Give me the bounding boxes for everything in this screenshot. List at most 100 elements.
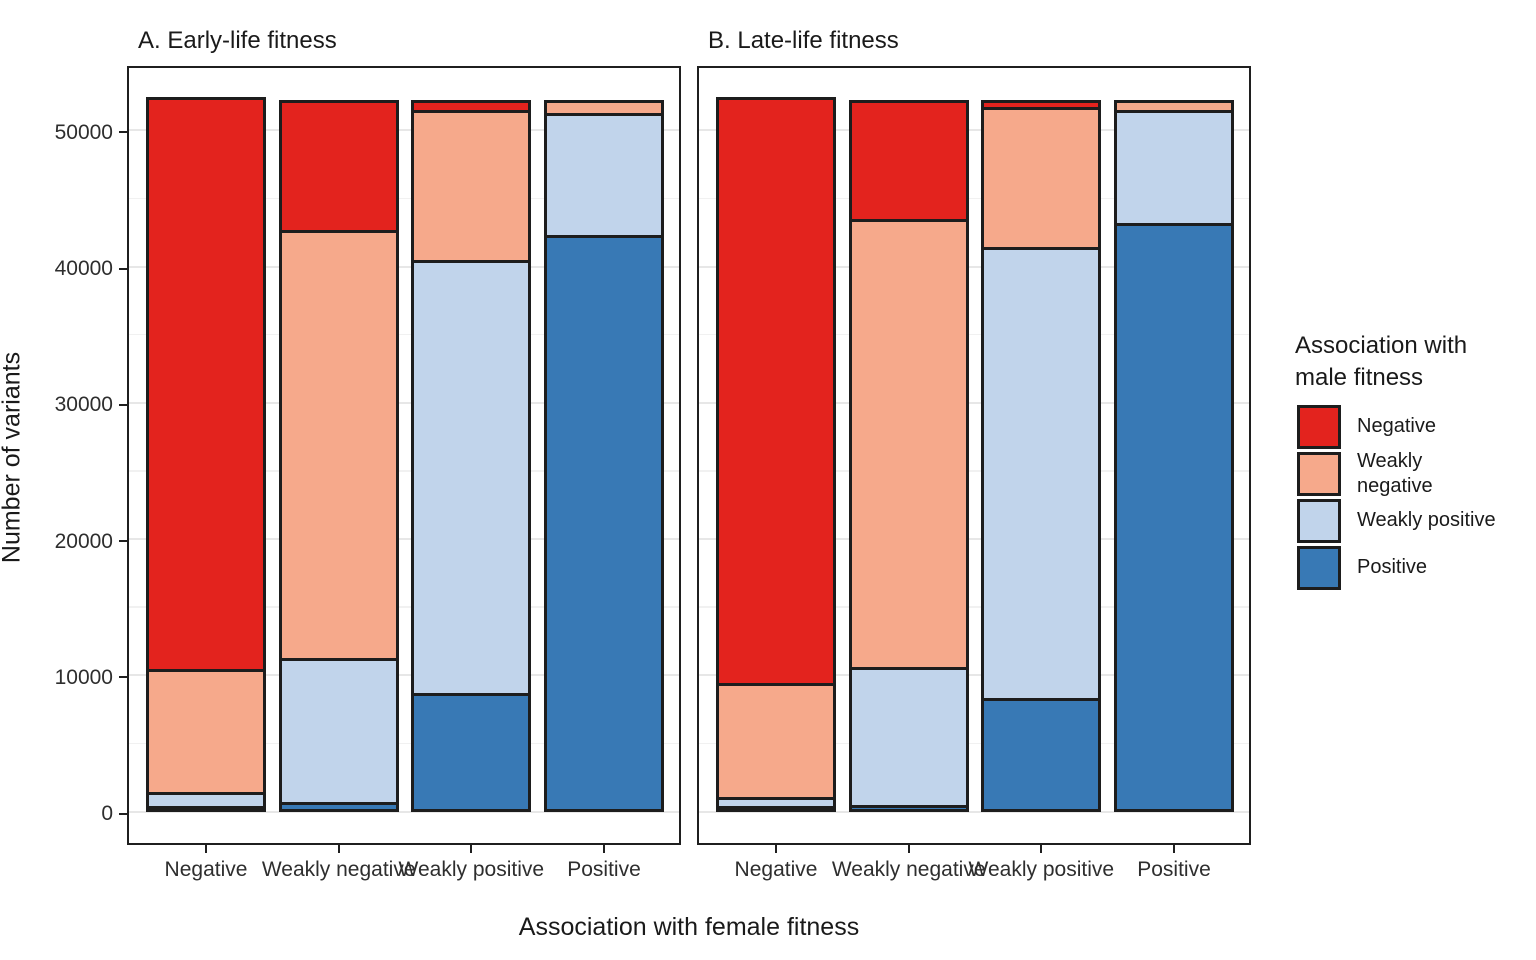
segment-positive: [1114, 222, 1234, 812]
legend-key: [1297, 498, 1341, 543]
segment-weakly-negative: [544, 100, 664, 113]
bar-weakly-positive: [981, 100, 1102, 812]
legend-label: Negative: [1357, 415, 1436, 437]
x-tick-label: Weakly negative: [831, 858, 986, 881]
legend-label: Positive: [1357, 556, 1428, 578]
y-tick-label: 20000: [54, 529, 113, 553]
segment-weakly-positive: [278, 657, 399, 802]
segment-weakly-negative: [981, 107, 1102, 248]
y-tick-mark: [119, 812, 127, 815]
segment-weakly-positive: [716, 796, 836, 806]
x-tick-mark: [205, 845, 207, 853]
segment-negative: [848, 100, 969, 219]
segment-weakly-positive: [1114, 109, 1234, 223]
segment-weakly-negative: [411, 109, 532, 260]
legend-title: Association with male fitness: [1295, 332, 1468, 391]
gridline-major: [129, 538, 679, 541]
segment-weakly-negative: [848, 218, 969, 668]
x-tick-mark: [470, 845, 473, 853]
gridline-minor: [129, 333, 679, 336]
gridline-minor: [129, 606, 679, 608]
x-tick-mark: [603, 845, 605, 853]
segment-positive: [716, 805, 836, 812]
legend-key: [1297, 545, 1341, 590]
x-tick-mark: [775, 845, 777, 853]
bar-negative: [716, 97, 836, 812]
segment-positive: [848, 804, 969, 812]
segment-weakly-negative: [716, 682, 836, 797]
y-tick-label: 50000: [54, 120, 113, 144]
x-tick-label: Negative: [164, 858, 248, 881]
gridline-major: [699, 674, 1249, 677]
x-tick-label: Weakly positive: [398, 858, 545, 881]
segment-positive: [411, 693, 532, 812]
bar-negative: [146, 97, 266, 812]
legend-label: Weakly positive: [1357, 509, 1496, 531]
segment-negative: [716, 97, 836, 683]
gridline-minor: [699, 197, 1249, 200]
segment-positive: [544, 235, 664, 812]
x-tick-mark: [1040, 845, 1043, 853]
gridline-minor: [699, 333, 1249, 336]
segment-weakly-positive: [146, 791, 266, 806]
bar-weakly-negative: [848, 100, 969, 812]
x-tick-mark: [337, 845, 340, 853]
bar-positive: [544, 100, 664, 812]
gridline-minor: [699, 470, 1249, 472]
y-tick-mark: [119, 676, 127, 679]
bar-weakly-negative: [278, 100, 399, 812]
x-tick-mark: [907, 845, 910, 853]
x-tick-label: Weakly positive: [968, 858, 1115, 881]
segment-negative: [981, 100, 1102, 108]
x-tick-label: Positive: [567, 858, 641, 881]
segment-weakly-positive: [848, 667, 969, 805]
gridline-minor: [699, 742, 1249, 745]
gridline-major: [129, 810, 679, 813]
segment-negative: [278, 100, 399, 230]
legend-item: Weakly negative: [1297, 450, 1497, 497]
gridline-major: [699, 129, 1249, 132]
legend-label: Weakly negative: [1357, 449, 1433, 497]
segment-positive: [981, 698, 1102, 812]
gridline-minor: [129, 470, 679, 472]
bar-positive: [1114, 100, 1234, 812]
legend-item: Weakly positive: [1297, 497, 1497, 544]
gridline-minor: [129, 742, 679, 745]
y-tick-label: 30000: [54, 393, 113, 417]
y-tick-label: 10000: [54, 665, 113, 689]
segment-weakly-positive: [544, 112, 664, 236]
legend-key: [1297, 404, 1341, 449]
segment-weakly-positive: [411, 259, 532, 693]
panel-b: [697, 66, 1251, 845]
gridline-major: [129, 265, 679, 268]
gridline-minor: [129, 197, 679, 200]
x-tick-mark: [1173, 845, 1175, 853]
segment-weakly-negative: [1114, 100, 1234, 110]
panel-title: B. Late-life fitness: [708, 27, 899, 54]
segment-weakly-negative: [146, 669, 266, 792]
y-tick-mark: [119, 540, 127, 543]
gridline-major: [699, 401, 1249, 404]
gridline-major: [699, 538, 1249, 541]
segment-negative: [411, 100, 532, 110]
gridline-major: [129, 129, 679, 132]
x-tick-label: Positive: [1137, 858, 1211, 881]
y-tick-label: 0: [101, 802, 113, 825]
segment-negative: [146, 97, 266, 670]
panel-a: [127, 66, 681, 845]
gridline-major: [699, 265, 1249, 268]
x-tick-label: Weakly negative: [261, 858, 416, 881]
y-tick-label: 40000: [54, 257, 113, 281]
y-tick-mark: [119, 267, 127, 270]
segment-weakly-negative: [278, 229, 399, 658]
legend-key: [1297, 451, 1341, 496]
bar-weakly-positive: [411, 100, 532, 812]
segment-positive: [278, 802, 399, 812]
segment-positive: [146, 805, 266, 812]
gridline-major: [129, 674, 679, 677]
panel-title: A. Early-life fitness: [138, 27, 337, 54]
x-axis-title: Association with female fitness: [518, 913, 860, 941]
y-axis-title: Number of variants: [0, 351, 26, 564]
gridline-minor: [699, 606, 1249, 608]
